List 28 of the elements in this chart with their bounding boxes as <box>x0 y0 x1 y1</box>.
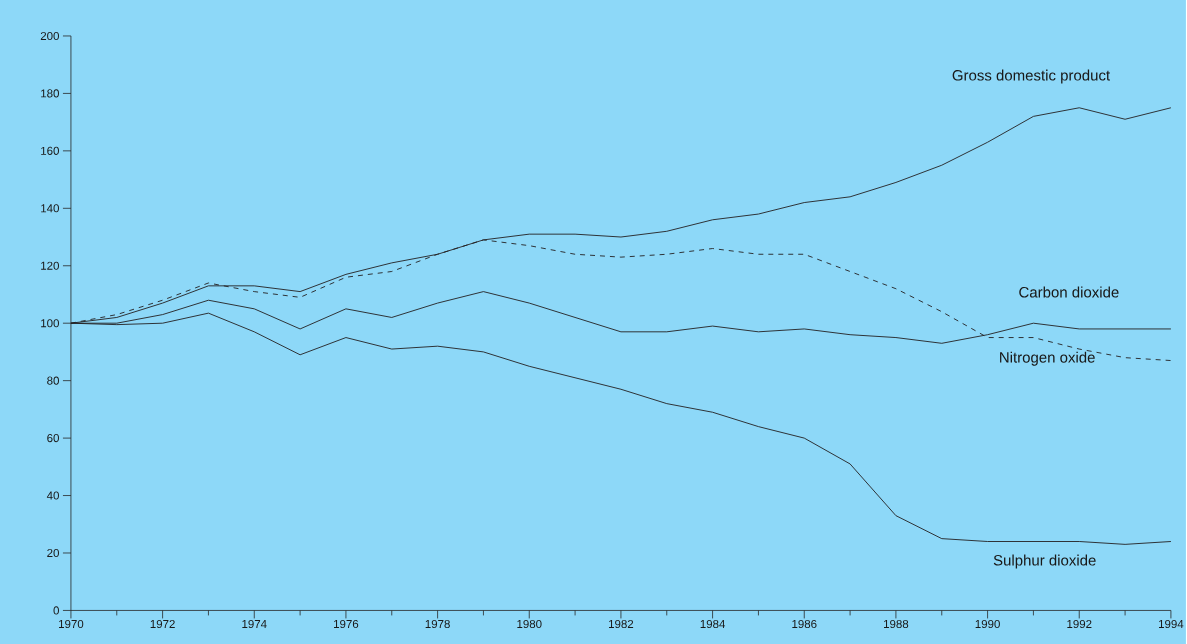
y-tick-label: 100 <box>41 318 59 328</box>
x-tick-label: 1974 <box>242 619 267 628</box>
x-tick-label: 1972 <box>150 619 175 628</box>
x-tick-label: 1978 <box>425 619 450 628</box>
x-tick-label: 1988 <box>884 619 909 628</box>
series-label: Nitrogen oxide <box>1000 351 1095 366</box>
series-label: Carbon dioxide <box>1019 286 1119 298</box>
x-tick-label: 1992 <box>1067 619 1092 628</box>
series-label: Sulphur dioxide <box>993 554 1096 569</box>
y-tick-label: 180 <box>41 89 59 98</box>
y-tick-label: 60 <box>47 433 59 442</box>
x-tick-label: 1982 <box>609 619 634 628</box>
x-tick-label: 1970 <box>59 619 84 628</box>
x-tick-label: 1980 <box>517 619 542 628</box>
y-tick-label: 200 <box>40 31 59 40</box>
y-tick-label: 20 <box>47 548 59 557</box>
x-tick-label: 1976 <box>334 619 359 628</box>
x-tick-label: 1990 <box>975 619 1000 628</box>
x-tick-label: 1986 <box>792 619 817 628</box>
y-tick-label: 0 <box>53 606 59 615</box>
y-tick-label: 140 <box>41 204 59 213</box>
x-tick-label: 1994 <box>1159 619 1184 628</box>
x-tick-label: 1984 <box>700 619 726 628</box>
y-tick-label: 160 <box>41 146 59 155</box>
y-tick-label: 80 <box>47 376 59 385</box>
y-tick-label: 120 <box>41 261 59 270</box>
y-tick-label: 40 <box>46 491 59 500</box>
text: Gross domestic product <box>952 69 1110 84</box>
